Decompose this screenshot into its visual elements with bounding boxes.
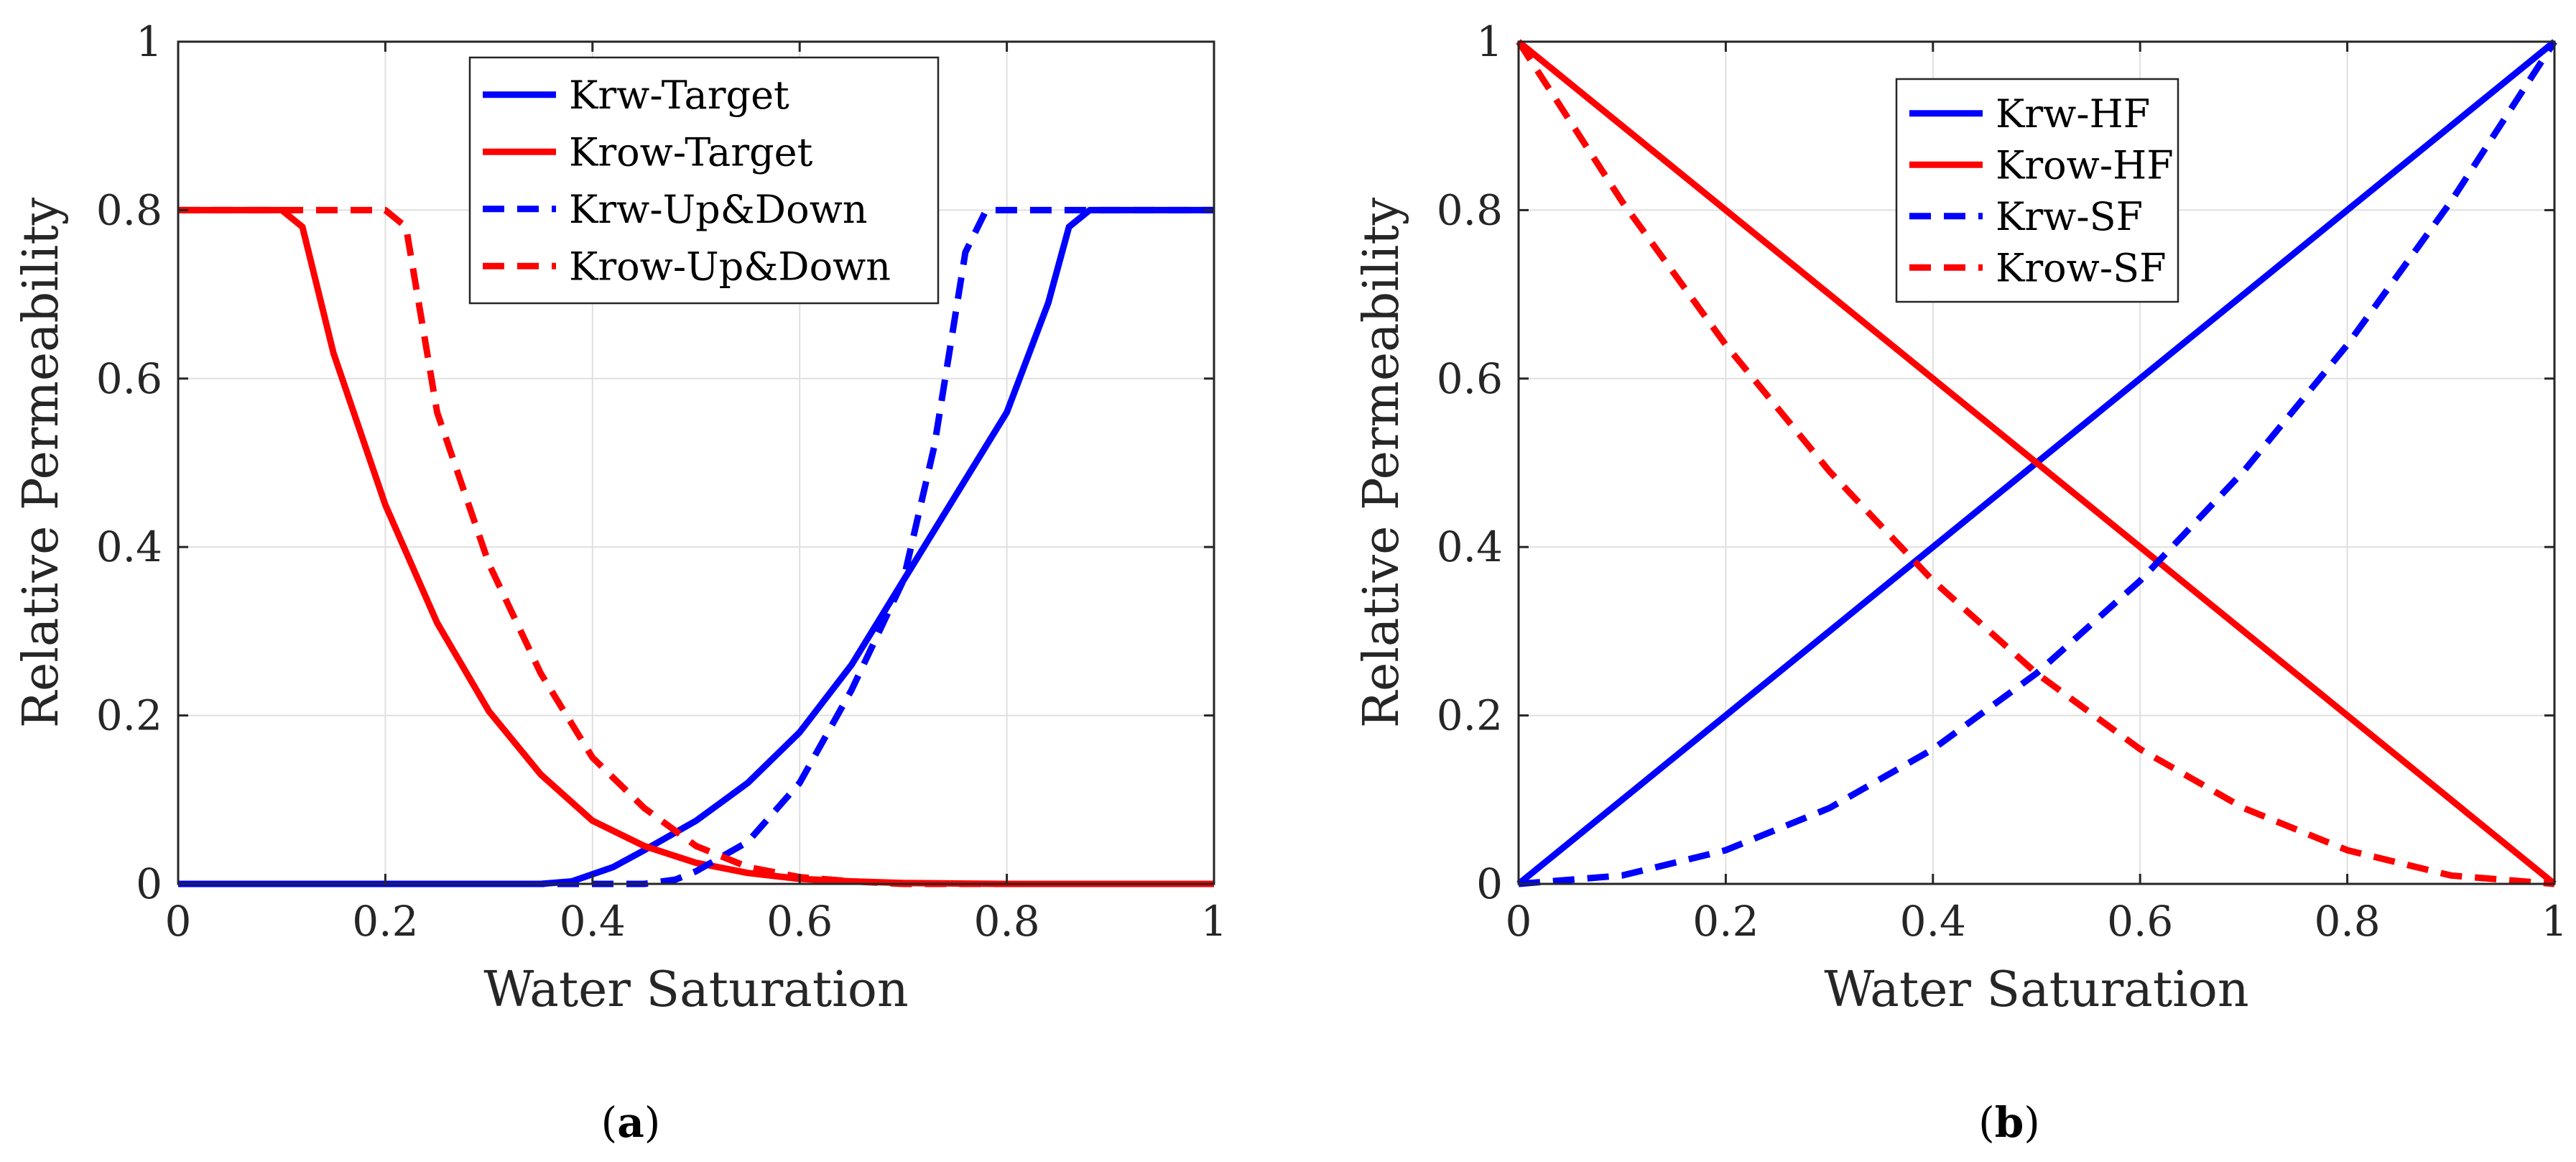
y-axis-label-b: Relative Permeability [1353,197,1410,728]
legend-label-b-2: Krw-SF [1996,194,2143,239]
caption-a: (a) [601,1098,661,1147]
x-tick-label-b-1: 0.2 [1692,897,1759,946]
y-tick-label-b-5: 1 [1476,17,1503,66]
y-tick-label-a-4: 0.8 [96,185,162,234]
legend-label-a-0: Krw-Target [569,73,789,118]
panel-b: 0 0.2 0.4 0.6 0.8 1 0 0.2 0.4 0.6 0.8 1 Water Satur… [1353,17,2567,1147]
x-tick-label-b-2: 0.4 [1900,897,1966,946]
series-line-a-2 [178,206,1214,887]
axes-frame-a [177,40,1215,885]
x-tick-label-b-5: 1 [2542,897,2568,946]
x-tick-label-b-3: 0.6 [2107,897,2173,946]
x-axis-label-b: Water Saturation [1824,962,2248,1018]
legend-label-b-0: Krw-HF [1996,91,2150,137]
x-tick-label-a-4: 0.8 [973,897,1039,946]
y-tick-label-b-0: 0 [1476,859,1503,908]
y-tick-label-a-1: 0.2 [96,691,162,740]
caption-b: (b) [1978,1098,2040,1147]
series-line-b-3 [1516,40,2555,887]
caption-b-letter: b [1995,1098,2024,1147]
ticks-b: 0 0.2 0.4 0.6 0.8 1 0 0.2 0.4 0.6 0.8 1 [1437,17,2568,946]
x-axis-label-a: Water Saturation [483,962,908,1018]
panel-a: 0 0.2 0.4 0.6 0.8 1 0 0.2 0.4 0.6 0.8 1 Water Satur… [13,17,1227,1147]
x-tick-label-a-2: 0.4 [560,897,626,946]
series-line-a-3 [178,206,1214,887]
y-tick-label-b-2: 0.4 [1437,522,1503,571]
x-tick-label-a-0: 0 [165,897,192,946]
y-tick-label-b-4: 0.8 [1437,185,1503,234]
legend-box-a [468,56,940,305]
ticks-a: 0 0.2 0.4 0.6 0.8 1 0 0.2 0.4 0.6 0.8 1 [96,17,1228,946]
y-tick-label-b-3: 0.6 [1437,354,1503,403]
legend-label-b-1: Krow-HF [1996,142,2174,188]
x-tick-label-b-4: 0.8 [2314,897,2380,946]
series-line-b-1 [1516,39,2557,887]
series-group-b [1516,39,2557,887]
caption-a-letter: a [617,1098,644,1147]
x-tick-label-b-0: 0 [1506,897,1532,946]
x-tick-label-a-3: 0.6 [766,897,833,946]
legend-label-a-3: Krow-Up&Down [569,244,891,289]
legend-label-a-1: Krow-Target [569,129,813,175]
y-tick-label-a-2: 0.4 [96,522,162,571]
series-line-b-2 [1518,40,2557,887]
legend-label-b-3: Krow-SF [1996,245,2167,290]
y-tick-label-a-0: 0 [136,859,162,908]
x-tick-label-a-1: 0.2 [352,897,418,946]
legend-a: Krw-Target Krow-Target Krw-Up&Down Krow-Up&… [468,56,940,305]
y-tick-label-a-3: 0.6 [96,354,162,403]
y-tick-label-b-1: 0.2 [1437,691,1503,740]
y-axis-label-a: Relative Permeability [13,197,70,728]
legend-label-a-2: Krw-Up&Down [569,187,868,232]
y-tick-label-a-5: 1 [136,17,162,66]
legend-b: Krw-HF Krow-HF Krw-SF Krow-SF [1895,78,2179,303]
axes-frame-b [1517,40,2556,885]
x-tick-label-a-5: 1 [1201,897,1228,946]
